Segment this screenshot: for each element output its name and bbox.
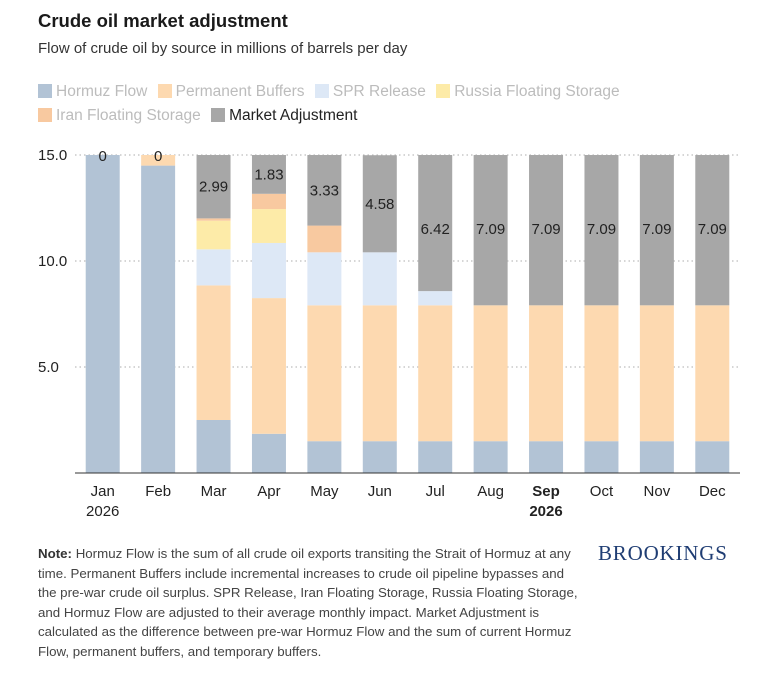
bar-segment [695, 155, 730, 306]
bar-segment [584, 441, 619, 473]
legend-label: Permanent Buffers [175, 83, 305, 100]
bar-chart: 5.0 10.0 15.0 0 Jan 2026 0 Feb 2.99 Mar 1.83 Apr 3.3… [38, 147, 740, 520]
legend-swatch [211, 108, 226, 122]
chart-subtitle: Flow of crude oil by source in millions … [38, 40, 408, 57]
bar-segment [196, 249, 231, 286]
y-tick-label: 15.0 [38, 147, 67, 164]
note-text: Hormuz Flow is the sum of all crude oil … [38, 546, 578, 659]
bar-segment [362, 305, 397, 442]
x-tick-label: Jun [368, 483, 392, 500]
bar-segment [141, 165, 176, 473]
bar-value-label: 1.83 [254, 166, 283, 183]
bar-value-label: 7.09 [531, 221, 560, 238]
bar-segment [418, 291, 453, 306]
bar-segment [529, 155, 564, 306]
legend-item[interactable]: Iran Floating Storage [38, 104, 201, 128]
legend-label: SPR Release [332, 83, 426, 100]
legend-label: Iran Floating Storage [56, 107, 201, 124]
bar-segment [418, 441, 453, 473]
legend-item[interactable]: Hormuz Flow [38, 80, 147, 104]
y-tick-label: 10.0 [38, 253, 67, 270]
bar-segment [418, 155, 453, 292]
bar-segment [639, 305, 674, 442]
x-tick-year: 2026 [529, 503, 562, 520]
brookings-logo: BROOKINGS [598, 541, 728, 565]
bar-segment [85, 155, 120, 473]
bar-segment [529, 305, 564, 442]
bar-segment [362, 252, 397, 306]
bar-value-label: 2.99 [199, 179, 228, 196]
y-tick-label: 5.0 [38, 359, 59, 376]
x-tick-label: Apr [257, 483, 280, 500]
bar-value-label: 0 [154, 148, 162, 165]
bar-segment [196, 285, 231, 420]
bar-value-label: 7.09 [642, 221, 671, 238]
bar-segment [307, 155, 342, 226]
x-tick-label: May [310, 483, 339, 500]
bar-value-label: 6.42 [421, 221, 450, 238]
bar-segment [695, 441, 730, 473]
bar-segment [529, 441, 564, 473]
x-tick-label: Nov [644, 483, 671, 500]
x-tick-label: Jan [91, 483, 115, 500]
x-tick-label: Oct [590, 483, 614, 500]
x-tick-year: 2026 [86, 503, 119, 520]
bar-segment [639, 155, 674, 306]
chart-note: Note: Hormuz Flow is the sum of all crud… [38, 544, 586, 661]
bar-segment [251, 433, 286, 473]
legend-item[interactable]: SPR Release [314, 80, 426, 104]
chart-legend: Hormuz Flow Permanent Buffers SPR Releas… [38, 80, 738, 128]
legend-label: Hormuz Flow [56, 83, 148, 100]
bar-segment [639, 441, 674, 473]
x-tick-label: Dec [699, 483, 726, 500]
bar-value-label: 7.09 [587, 221, 616, 238]
bar-segment [362, 441, 397, 473]
bar-segment [141, 155, 176, 166]
bar-segment [196, 220, 231, 250]
x-tick-label: Mar [201, 483, 227, 500]
bar-segment [473, 441, 508, 473]
bar-segment [418, 305, 453, 442]
bar-segment [251, 242, 286, 299]
legend-swatch [38, 108, 52, 122]
bar-value-label: 7.09 [476, 221, 505, 238]
bar-value-label: 0 [99, 148, 107, 165]
bar-segment [251, 209, 286, 243]
bar-segment [362, 155, 397, 253]
bar-segment [196, 155, 231, 219]
bar-segment [196, 218, 231, 221]
legend-swatch [157, 84, 172, 98]
bar-segment [307, 441, 342, 473]
bar-segment [584, 155, 619, 306]
chart-title: Crude oil market adjustment [38, 10, 288, 31]
bar-segment [473, 155, 508, 306]
bar-segment [251, 298, 286, 434]
x-tick-label: Feb [145, 483, 171, 500]
legend-swatch [314, 84, 329, 98]
bar-value-label: 4.58 [365, 196, 394, 213]
bar-segment [307, 225, 342, 253]
bar-segment [307, 252, 342, 306]
legend-swatch [38, 84, 52, 98]
legend-item[interactable]: Russia Floating Storage [436, 80, 620, 104]
bar-segment [251, 155, 286, 194]
bar-segment [307, 305, 342, 442]
legend-label: Market Adjustment [229, 107, 358, 124]
legend-item[interactable]: Market Adjustment [211, 104, 357, 128]
legend-swatch [436, 84, 451, 98]
bar-segment [196, 420, 231, 473]
bar-segment [695, 305, 730, 442]
note-label: Note: [38, 546, 72, 561]
legend-item[interactable]: Permanent Buffers [157, 80, 305, 104]
x-tick-label: Jul [426, 483, 445, 500]
legend-label: Russia Floating Storage [454, 83, 620, 100]
bar-segment [584, 305, 619, 442]
x-tick-label: Sep [532, 483, 560, 500]
bar-value-label: 7.09 [698, 221, 727, 238]
bar-value-label: 3.33 [310, 182, 339, 199]
bar-segment [251, 193, 286, 210]
bar-segment [473, 305, 508, 442]
x-tick-label: Aug [477, 483, 504, 500]
